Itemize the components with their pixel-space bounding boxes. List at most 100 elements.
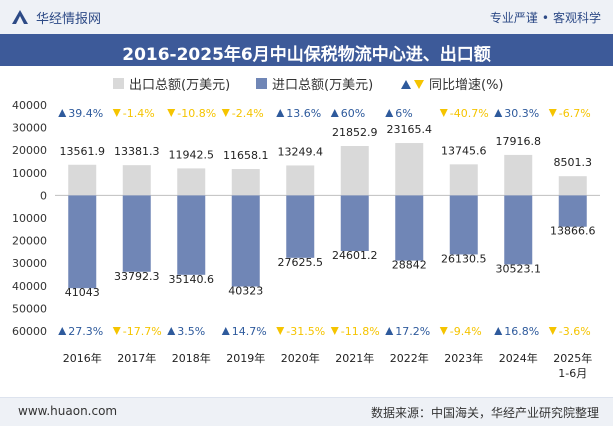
growth-up-triangle-icon bbox=[58, 109, 67, 117]
import-value-label: 41043 bbox=[65, 286, 100, 299]
import-bar bbox=[231, 195, 260, 287]
import-growth-label: -9.4% bbox=[450, 325, 482, 338]
x-tick-label: 2024年 bbox=[499, 351, 538, 365]
import-bar bbox=[340, 195, 369, 251]
import-value-label: 40323 bbox=[228, 285, 263, 298]
export-value-label: 23165.4 bbox=[387, 123, 433, 136]
footer-source: 数据来源：中国海关，华经产业研究院整理 bbox=[370, 406, 599, 420]
x-tick-label: 2018年 bbox=[172, 351, 211, 365]
tagline-left: 专业严谨 bbox=[489, 11, 538, 25]
legend-export-label: 出口总额(万美元) bbox=[129, 78, 231, 93]
y-tick-label: 0 bbox=[40, 189, 47, 202]
y-tick-label: 30000 bbox=[12, 122, 47, 135]
x-tick-label: 2017年 bbox=[117, 351, 156, 365]
growth-down-triangle-icon bbox=[439, 327, 448, 335]
y-tick-label: 40000 bbox=[12, 99, 47, 112]
growth-down-triangle-icon bbox=[548, 327, 557, 335]
growth-down-triangle-icon bbox=[548, 109, 557, 117]
legend-import-label: 进口总额(万美元) bbox=[272, 78, 374, 93]
legend-growth: 同比增速(%) bbox=[400, 74, 504, 93]
legend-growth-label: 同比增速(%) bbox=[429, 78, 504, 93]
tagline: 专业严谨 • 客观科学 bbox=[490, 9, 601, 26]
brand-name: 华经情报网 bbox=[36, 12, 102, 27]
export-bar bbox=[504, 154, 533, 196]
export-value-label: 21852.9 bbox=[332, 126, 378, 139]
y-tick-label: 20000 bbox=[12, 235, 47, 248]
import-growth-label: -11.8% bbox=[341, 325, 380, 338]
import-value-label: 33792.3 bbox=[114, 270, 160, 283]
y-tick-label: 10000 bbox=[12, 212, 47, 225]
export-bar bbox=[449, 164, 478, 196]
export-value-label: 13249.4 bbox=[278, 145, 324, 158]
export-growth-label: 39.4% bbox=[68, 107, 103, 120]
growth-up-triangle-icon bbox=[385, 109, 394, 117]
huajing-logo-icon bbox=[12, 10, 28, 24]
growth-down-triangle-icon bbox=[439, 109, 448, 117]
export-growth-label: -1.4% bbox=[123, 107, 155, 120]
growth-down-triangle-icon bbox=[276, 327, 285, 335]
import-bar bbox=[177, 195, 206, 275]
export-value-label: 8501.3 bbox=[554, 156, 593, 169]
export-value-label: 11942.5 bbox=[169, 148, 215, 161]
chart-title: 2016-2025年6月中山保税物流中心进、出口额 bbox=[122, 45, 491, 65]
legend-import: 进口总额(万美元) bbox=[256, 74, 373, 93]
legend-export: 出口总额(万美元) bbox=[113, 74, 230, 93]
y-tick-label: 60000 bbox=[12, 325, 47, 338]
export-bar bbox=[558, 176, 587, 196]
import-growth-label: 14.7% bbox=[232, 325, 267, 338]
export-bar bbox=[395, 143, 424, 196]
import-growth-label: -17.7% bbox=[123, 325, 162, 338]
x-tick-label: 2016年 bbox=[63, 351, 102, 365]
growth-down-triangle-icon bbox=[221, 109, 230, 117]
import-bar bbox=[286, 195, 315, 258]
y-tick-label: 10000 bbox=[12, 167, 47, 180]
import-bar bbox=[558, 195, 587, 227]
growth-down-triangle-icon bbox=[167, 109, 176, 117]
x-tick-label: 2019年 bbox=[226, 351, 265, 365]
import-growth-label: 16.8% bbox=[504, 325, 539, 338]
import-growth-label: 3.5% bbox=[177, 325, 205, 338]
import-bar bbox=[504, 195, 533, 265]
import-value-label: 13866.6 bbox=[550, 225, 596, 238]
legend-import-swatch bbox=[256, 78, 267, 89]
legend: 出口总额(万美元) 进口总额(万美元) 同比增速(%) bbox=[0, 74, 613, 94]
export-bar bbox=[286, 165, 315, 196]
growth-up-triangle-icon bbox=[276, 109, 285, 117]
growth-up-triangle-icon bbox=[221, 327, 230, 335]
export-growth-label: -10.8% bbox=[177, 107, 216, 120]
export-value-label: 13745.6 bbox=[441, 144, 487, 157]
import-growth-label: 27.3% bbox=[68, 325, 103, 338]
export-value-label: 11658.1 bbox=[223, 149, 269, 162]
tagline-right: 客观科学 bbox=[552, 11, 601, 25]
x-tick-label: 2020年 bbox=[281, 351, 320, 365]
triangle-down-icon bbox=[414, 79, 424, 89]
export-growth-label: -40.7% bbox=[450, 107, 489, 120]
export-bar bbox=[177, 168, 206, 196]
growth-up-triangle-icon bbox=[385, 327, 394, 335]
export-value-label: 17916.8 bbox=[496, 135, 542, 148]
growth-up-triangle-icon bbox=[167, 327, 176, 335]
bar-chart: 40000 30000 20000 10000 0 10000 20000 30000 4000… bbox=[12, 99, 600, 380]
growth-down-triangle-icon bbox=[330, 327, 339, 335]
export-growth-label: 6% bbox=[395, 107, 412, 120]
export-growth-label: -2.4% bbox=[232, 107, 264, 120]
import-value-label: 35140.6 bbox=[169, 273, 215, 286]
x-tick-label: 2021年 bbox=[335, 351, 374, 365]
x-tick-label: 2022年 bbox=[390, 351, 429, 365]
import-bar bbox=[395, 195, 424, 261]
export-bar bbox=[68, 164, 97, 196]
export-growth-label: 60% bbox=[341, 107, 365, 120]
import-bar bbox=[122, 195, 151, 272]
triangle-up-icon bbox=[401, 79, 411, 89]
export-bar bbox=[122, 165, 151, 196]
x-tick-label: 2023年 bbox=[444, 351, 483, 365]
growth-up-triangle-icon bbox=[494, 327, 503, 335]
export-value-label: 13561.9 bbox=[60, 145, 106, 158]
import-growth-label: -3.6% bbox=[559, 325, 591, 338]
y-tick-label: 40000 bbox=[12, 280, 47, 293]
growth-up-triangle-icon bbox=[330, 109, 339, 117]
export-growth-label: 13.6% bbox=[286, 107, 321, 120]
import-value-label: 28842 bbox=[392, 259, 427, 272]
y-tick-label: 50000 bbox=[12, 302, 47, 315]
import-value-label: 26130.5 bbox=[441, 252, 487, 265]
